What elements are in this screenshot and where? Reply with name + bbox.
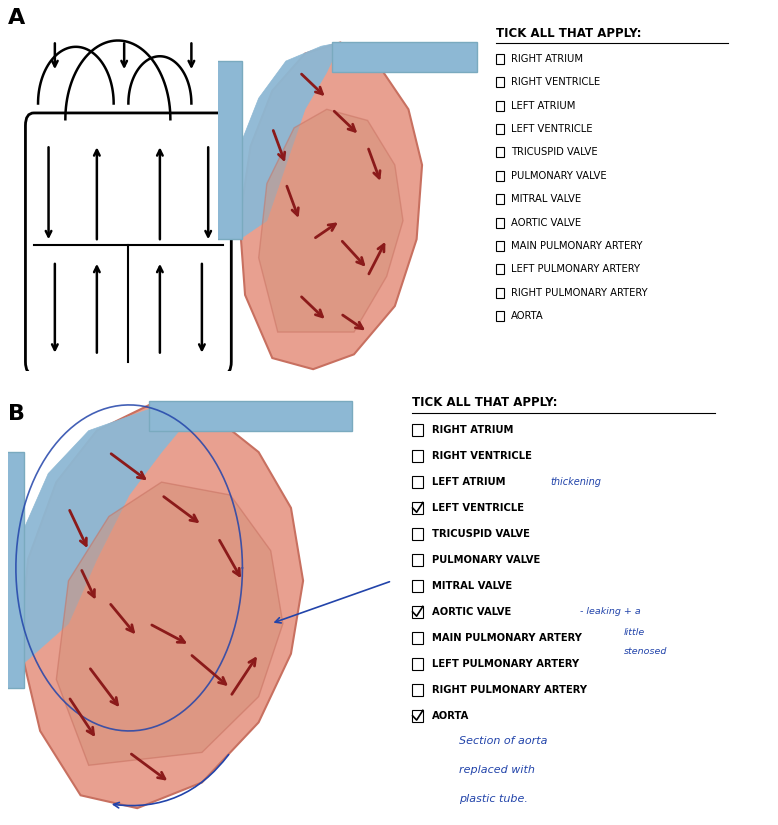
Bar [496, 124, 504, 134]
Bar [496, 288, 504, 298]
Text: TRICUSPID VALVE: TRICUSPID VALVE [511, 148, 598, 158]
Polygon shape [20, 409, 190, 667]
Bar [412, 554, 423, 566]
Text: plastic tube.: plastic tube. [459, 794, 528, 804]
Polygon shape [0, 452, 24, 688]
Bar [412, 450, 423, 462]
Text: A: A [8, 8, 25, 28]
Text: PULMONARY VALVE: PULMONARY VALVE [432, 555, 540, 565]
Text: B: B [8, 404, 25, 424]
Text: LEFT ATRIUM: LEFT ATRIUM [432, 477, 506, 487]
Text: AORTIC VALVE: AORTIC VALVE [511, 218, 581, 228]
Polygon shape [240, 42, 340, 239]
Bar [496, 241, 504, 251]
Bar [412, 710, 423, 722]
Bar [496, 171, 504, 181]
Polygon shape [56, 482, 283, 766]
Text: replaced with: replaced with [459, 765, 535, 775]
Text: thickening: thickening [551, 477, 602, 487]
Text: LEFT VENTRICLE: LEFT VENTRICLE [511, 124, 593, 134]
Bar [496, 54, 504, 64]
Bar [412, 476, 423, 488]
Text: MAIN PULMONARY ARTERY: MAIN PULMONARY ARTERY [432, 633, 582, 643]
Text: TICK ALL THAT APPLY:: TICK ALL THAT APPLY: [496, 27, 641, 40]
Text: LEFT PULMONARY ARTERY: LEFT PULMONARY ARTERY [511, 265, 640, 275]
Text: PULMONARY VALVE: PULMONARY VALVE [511, 171, 607, 181]
Polygon shape [149, 401, 352, 431]
Bar [412, 684, 423, 695]
Text: RIGHT PULMONARY ARTERY: RIGHT PULMONARY ARTERY [511, 288, 648, 298]
Text: RIGHT VENTRICLE: RIGHT VENTRICLE [511, 77, 601, 87]
Bar [496, 218, 504, 228]
FancyBboxPatch shape [26, 113, 231, 375]
Text: stenosed: stenosed [624, 647, 668, 656]
Text: LEFT ATRIUM: LEFT ATRIUM [511, 101, 576, 111]
Text: LEFT PULMONARY ARTERY: LEFT PULMONARY ARTERY [432, 659, 579, 669]
Text: RIGHT PULMONARY ARTERY: RIGHT PULMONARY ARTERY [432, 685, 587, 695]
Text: little: little [624, 628, 645, 637]
Bar [412, 632, 423, 644]
Bar [412, 502, 423, 514]
Bar [496, 78, 504, 87]
Text: TICK ALL THAT APPLY:: TICK ALL THAT APPLY: [412, 395, 557, 408]
Bar [412, 528, 423, 540]
Bar [412, 658, 423, 670]
Text: MAIN PULMONARY ARTERY: MAIN PULMONARY ARTERY [511, 241, 643, 251]
Bar [412, 580, 423, 592]
Text: AORTA: AORTA [511, 311, 544, 321]
Text: TRICUSPID VALVE: TRICUSPID VALVE [432, 529, 530, 539]
Polygon shape [20, 405, 303, 808]
Text: AORTIC VALVE: AORTIC VALVE [432, 607, 511, 617]
Text: RIGHT VENTRICLE: RIGHT VENTRICLE [432, 451, 532, 461]
Text: MITRAL VALVE: MITRAL VALVE [432, 581, 512, 591]
Bar [496, 265, 504, 275]
Bar [412, 424, 423, 436]
Text: LEFT VENTRICLE: LEFT VENTRICLE [432, 503, 524, 513]
Bar [496, 148, 504, 158]
Bar [496, 194, 504, 204]
Bar [496, 101, 504, 111]
Text: MITRAL VALVE: MITRAL VALVE [511, 194, 581, 205]
Polygon shape [332, 42, 476, 73]
Bar [496, 311, 504, 321]
Bar [412, 606, 423, 618]
Polygon shape [240, 42, 422, 370]
Text: - leaking + a: - leaking + a [580, 607, 641, 616]
Text: AORTA: AORTA [432, 711, 469, 721]
Text: RIGHT ATRIUM: RIGHT ATRIUM [511, 54, 584, 64]
Polygon shape [259, 109, 403, 332]
Text: Section of aorta: Section of aorta [459, 736, 548, 746]
Polygon shape [212, 61, 243, 239]
Text: RIGHT ATRIUM: RIGHT ATRIUM [432, 425, 513, 435]
